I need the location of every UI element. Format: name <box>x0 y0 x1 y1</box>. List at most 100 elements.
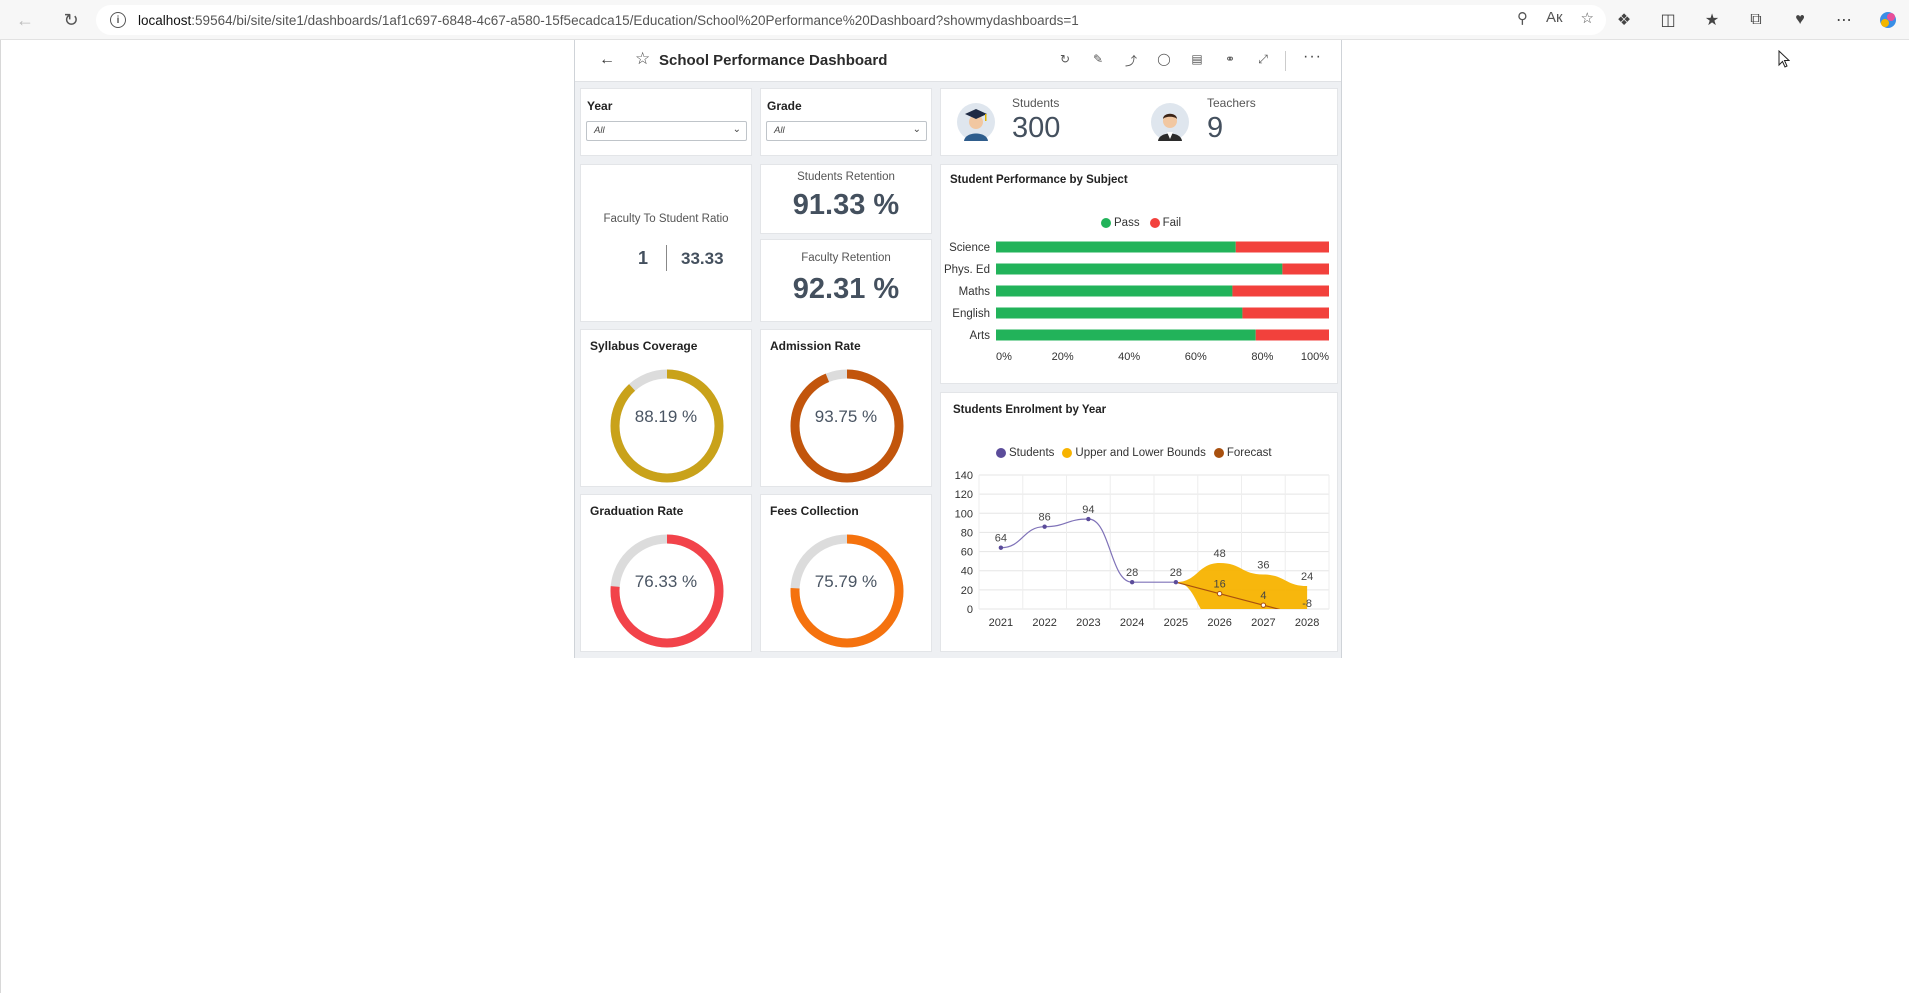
legend-item-fail[interactable]: Fail <box>1149 217 1182 229</box>
syllabus-coverage-ring <box>610 369 724 483</box>
graduate-avatar-icon <box>957 103 995 141</box>
ring-progress <box>610 534 724 648</box>
extensions-icon[interactable]: ❖ <box>1616 12 1632 29</box>
students-point <box>1086 516 1091 522</box>
link-icon[interactable]: ⚭ <box>1224 52 1236 66</box>
collections-icon[interactable]: ⧉ <box>1750 11 1762 28</box>
grade-filter-card: Grade All ⌄ <box>760 88 932 156</box>
forecast-bounds-area <box>1175 563 1308 609</box>
chevron-down-icon: ⌄ <box>732 124 741 135</box>
x-tick-label: 2024 <box>1120 617 1144 629</box>
faculty-retention-card: Faculty Retention 92.31 % <box>760 239 932 322</box>
fees-collection-title: Fees Collection <box>770 504 859 518</box>
legend-label-students: Students <box>1009 447 1055 459</box>
ratio-label: Faculty To Student Ratio <box>603 213 729 225</box>
x-tick-label: 2021 <box>989 617 1013 629</box>
site-info-icon[interactable]: i <box>110 12 126 28</box>
fees-collection-value: 75.79 % <box>814 572 878 591</box>
settings-more-icon[interactable]: ⋯ <box>1836 12 1852 29</box>
category-label: Science <box>949 242 990 254</box>
data-label: 64 <box>995 533 1007 545</box>
enrolment-chart-plot: 0 20 40 60 80 100 120 140 2021 2022 2023 2024 2025 20… <box>955 470 1330 629</box>
data-label: 36 <box>1257 560 1269 572</box>
students-retention-value: 91.33 % <box>792 189 900 221</box>
favorite-star-icon[interactable]: ☆ <box>635 49 651 68</box>
ratio-card: Faculty To Student Ratio 1 33.33 <box>580 164 752 322</box>
url-host: localhost <box>138 12 192 28</box>
edit-icon[interactable]: ✎ <box>1092 52 1104 66</box>
legend-label-pass: Pass <box>1114 217 1140 229</box>
category-label: Phys. Ed <box>944 264 990 276</box>
category-label: Maths <box>959 286 991 298</box>
grade-select[interactable]: All ⌄ <box>766 121 927 141</box>
students-point <box>1173 580 1179 585</box>
refresh-icon[interactable]: ↻ <box>1059 52 1071 66</box>
legend-dot-fail <box>1149 218 1160 228</box>
students-point <box>998 545 1004 550</box>
legend-label-fail: Fail <box>1162 217 1182 229</box>
syllabus-coverage-card: Syllabus Coverage 88.19 % <box>580 329 752 487</box>
graduation-rate-title: Graduation Rate <box>590 504 684 518</box>
students-retention-label: Students Retention <box>797 171 895 183</box>
performance-chart-card: Student Performance by Subject Pass Fail… <box>940 164 1338 384</box>
refresh-icon[interactable]: ↻ <box>63 9 79 30</box>
year-select-value: All <box>594 125 605 136</box>
legend-item-bounds[interactable]: Upper and Lower Bounds <box>1062 447 1206 459</box>
forecast-point <box>1216 590 1223 597</box>
browser-toolbar: ← ↻ i localhost:59564/bi/site/site1/dash… <box>0 0 1909 40</box>
x-tick-label: 40% <box>1118 351 1140 363</box>
dashboard-title: School Performance Dashboard <box>659 52 888 69</box>
x-tick-label: 80% <box>1251 351 1273 363</box>
dashboard: ← ☆ School Performance Dashboard ↻ ✎ ⤴ ◯… <box>574 40 1342 658</box>
more-options-icon[interactable]: ··· <box>1303 48 1322 65</box>
x-tick-label: 2026 <box>1207 617 1231 629</box>
students-retention-card: Students Retention 91.33 % <box>760 164 932 234</box>
x-tick-label: 100% <box>1301 351 1329 363</box>
copilot-icon[interactable] <box>1874 6 1902 34</box>
legend-dot-pass <box>1101 218 1111 228</box>
legend-item-forecast[interactable]: Forecast <box>1213 447 1272 459</box>
comment-icon[interactable]: ◯ <box>1157 52 1171 66</box>
y-tick-label: 140 <box>955 470 973 482</box>
url-path: :59564/bi/site/site1/dashboards/1af1c697… <box>191 12 1079 28</box>
browser-essentials-icon[interactable]: ♥ <box>1795 11 1805 28</box>
back-arrow-icon[interactable]: ← <box>599 51 615 68</box>
y-tick-label: 40 <box>961 566 973 578</box>
data-label: -8 <box>1302 598 1312 610</box>
grade-filter-label: Grade <box>767 99 802 113</box>
address-bar[interactable]: i localhost:59564/bi/site/site1/dashboar… <box>96 5 1606 35</box>
share-icon[interactable]: ⤴ <box>1124 54 1137 68</box>
back-icon[interactable]: ← <box>16 9 34 30</box>
bar-segment-pass <box>996 329 1256 341</box>
legend-item-students[interactable]: Students <box>996 447 1054 459</box>
favorites-icon[interactable]: ★ <box>1704 12 1720 29</box>
data-label: 48 <box>1214 548 1226 560</box>
zoom-out-icon[interactable]: ⚲ <box>1516 10 1528 27</box>
data-label: 4 <box>1260 590 1266 602</box>
faculty-retention-value: 92.31 % <box>792 273 900 305</box>
admission-rate-title: Admission Rate <box>770 339 861 353</box>
bar-segment-pass <box>996 285 1233 297</box>
read-aloud-icon[interactable]: Aк <box>1545 9 1563 26</box>
enrolment-chart-title: Students Enrolment by Year <box>953 404 1107 416</box>
fees-collection-card: Fees Collection 75.79 % <box>760 494 932 652</box>
category-label: Arts <box>970 330 991 342</box>
bar-segment-fail <box>1255 329 1329 341</box>
performance-chart-title: Student Performance by Subject <box>950 174 1128 186</box>
forecast-point <box>1260 602 1267 608</box>
teachers-value: 9 <box>1207 112 1224 144</box>
view-icon[interactable]: ▤ <box>1191 52 1203 66</box>
favorite-star-icon[interactable]: ☆ <box>1580 10 1594 27</box>
legend-item-pass[interactable]: Pass <box>1101 217 1140 229</box>
x-tick-label: 2025 <box>1164 617 1188 629</box>
split-screen-icon[interactable]: ◫ <box>1660 12 1676 29</box>
faculty-retention-label: Faculty Retention <box>801 252 891 264</box>
graduation-rate-card: Graduation Rate 76.33 % <box>580 494 752 652</box>
legend-label-forecast: Forecast <box>1226 447 1272 459</box>
fullscreen-icon[interactable]: ⤢ <box>1258 52 1268 66</box>
x-tick-label: 20% <box>1052 351 1074 363</box>
year-filter-card: Year All ⌄ <box>580 88 752 156</box>
x-tick-label: 2027 <box>1251 617 1275 629</box>
year-select[interactable]: All ⌄ <box>586 121 747 141</box>
y-tick-label: 20 <box>961 585 973 597</box>
